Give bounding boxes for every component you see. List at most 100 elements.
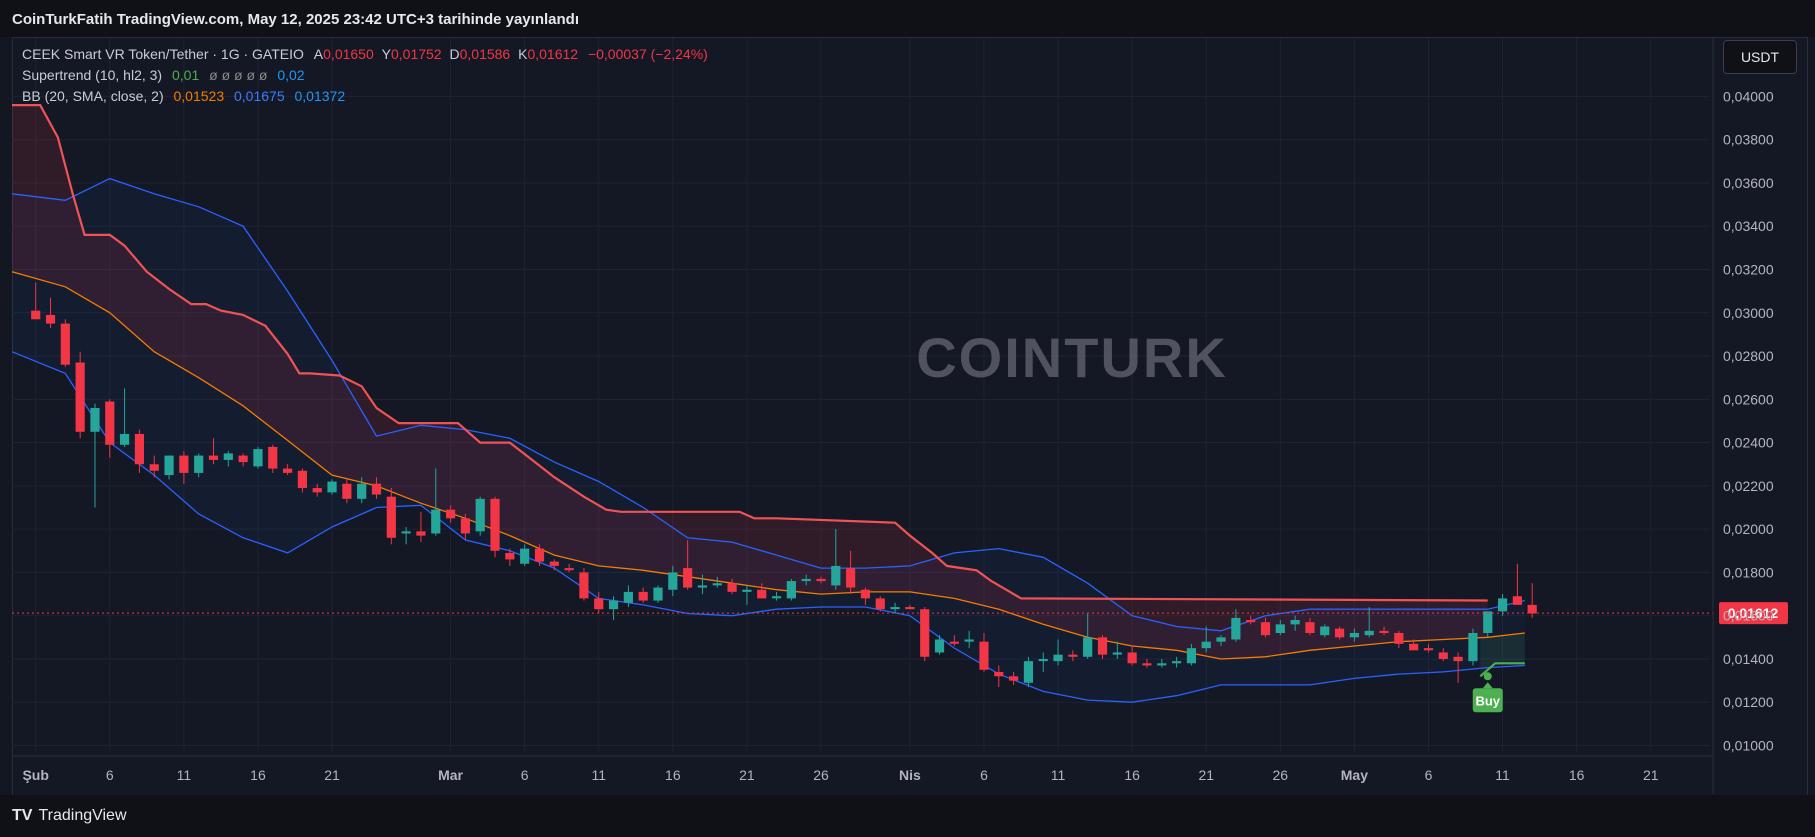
overlay: 0,01612 Buy <box>12 602 1788 713</box>
x-tick-label: 16 <box>665 767 681 783</box>
candle <box>816 576 826 584</box>
candle <box>757 583 767 599</box>
legend-symbol-row[interactable]: CEEK Smart VR Token/Tether · 1G · GATEIO… <box>22 44 708 65</box>
candle-body <box>1216 637 1226 642</box>
candle <box>934 635 945 655</box>
candle-body <box>683 568 693 588</box>
candle <box>905 604 915 610</box>
x-tick-label: 21 <box>1198 767 1214 783</box>
candle <box>223 451 233 467</box>
x-tick-label: 16 <box>1124 767 1140 783</box>
candle <box>771 591 782 601</box>
x-tick-label: 21 <box>324 767 340 783</box>
buy-signal-label: Buy <box>1475 693 1500 708</box>
last-price-badge <box>1719 602 1788 625</box>
candle-body <box>949 641 959 644</box>
candle <box>949 635 959 646</box>
candle <box>860 587 871 605</box>
candle-body <box>31 310 41 320</box>
candle <box>1320 624 1330 638</box>
y-tick-label: 0,01800 <box>1723 564 1774 580</box>
candle <box>1186 643 1197 666</box>
bottom-bar <box>0 795 1815 837</box>
candle-body <box>608 600 619 610</box>
y-tick-label: 0,02800 <box>1723 348 1774 364</box>
x-tick-label: 11 <box>1495 767 1510 783</box>
candle <box>327 479 337 495</box>
candle-body <box>1275 624 1285 633</box>
candle <box>1379 626 1389 636</box>
candle-body <box>549 561 559 566</box>
y-tick-label: 0,02400 <box>1723 435 1774 451</box>
y-tick-label: 0,01000 <box>1723 738 1774 754</box>
candle-body <box>134 433 145 465</box>
candle-body <box>445 509 456 519</box>
supertrend-value-2: 0,02 <box>277 67 305 83</box>
candle-body <box>757 589 767 599</box>
candle-body <box>860 589 871 599</box>
y-tick-label: 0,04000 <box>1723 88 1774 104</box>
candle-body <box>1409 643 1419 651</box>
ohlc-high-key: Y <box>381 46 391 62</box>
candle <box>579 568 589 601</box>
candle <box>342 479 352 504</box>
candle <box>371 477 382 499</box>
currency-button[interactable]: USDT <box>1723 40 1797 74</box>
candle <box>1468 628 1478 666</box>
tradingview-wordmark: TradingView <box>38 807 127 824</box>
x-axis: Şub 6 11 16 21 Mar 6 11 16 21 26 Nis 6 11 16 21 26 May 6 11… <box>12 755 1713 783</box>
candle-body <box>1083 637 1093 657</box>
candle-body <box>460 518 470 534</box>
candle <box>1097 635 1108 659</box>
candle-body <box>90 407 100 432</box>
legend-supertrend-row[interactable]: Supertrend (10, hl2, 3) 0,01 ø ø ø ø ø 0… <box>22 65 708 86</box>
candle <box>1142 658 1152 668</box>
candle-body <box>1112 652 1122 655</box>
candle <box>1423 643 1434 653</box>
y-axis: 0,04000 0,03800 0,03600 0,03400 0,03200 0,030… <box>1712 37 1774 794</box>
candle-body <box>1334 628 1345 638</box>
candle <box>386 488 396 545</box>
candles <box>31 282 1537 688</box>
candle-body <box>727 583 737 592</box>
bb-upper-line <box>11 177 1525 632</box>
candle-body <box>164 455 174 476</box>
candle-body <box>357 483 367 499</box>
candle <box>1246 615 1256 625</box>
bb-label: BB (20, SMA, close, 2) <box>22 88 164 104</box>
candle-body <box>564 568 574 571</box>
x-tick-label: Mar <box>438 767 463 783</box>
candle <box>549 559 559 571</box>
candle <box>490 496 500 558</box>
candle-body <box>1527 604 1537 614</box>
candle <box>1068 650 1078 662</box>
y-tick-label: 0,03600 <box>1723 175 1774 191</box>
candle <box>697 574 708 595</box>
y-tick-label: 0,02000 <box>1723 521 1774 537</box>
candle <box>445 505 456 523</box>
candle <box>1231 609 1241 642</box>
candle <box>194 453 204 478</box>
x-tick-label: 6 <box>980 767 988 783</box>
candle-body <box>846 568 856 588</box>
candle-body <box>1127 652 1137 664</box>
tradingview-logo-icon: TV <box>12 807 33 824</box>
y-tick-label: 0,01400 <box>1723 651 1774 667</box>
candle <box>1053 639 1063 666</box>
candle <box>282 464 293 476</box>
candle-body <box>638 591 648 601</box>
candle <box>1290 615 1300 631</box>
watermark: COINTURK <box>916 326 1228 389</box>
symbol-name: CEEK Smart VR Token/Tether · 1G · GATEIO <box>22 46 304 62</box>
x-tick-label: 16 <box>1569 767 1585 783</box>
price-change: −0,00037 (−2,24%) <box>587 46 708 62</box>
candle-body <box>268 446 278 469</box>
legend-bb-row[interactable]: BB (20, SMA, close, 2) 0,01523 0,01675 0… <box>22 86 708 107</box>
tradingview-brand[interactable]: TV TradingView <box>12 807 127 825</box>
candle <box>1083 613 1093 659</box>
candle-body <box>697 585 708 588</box>
candle <box>1497 594 1508 616</box>
last-price-label: 0,01612 <box>1728 605 1779 621</box>
candle-body <box>712 583 722 586</box>
